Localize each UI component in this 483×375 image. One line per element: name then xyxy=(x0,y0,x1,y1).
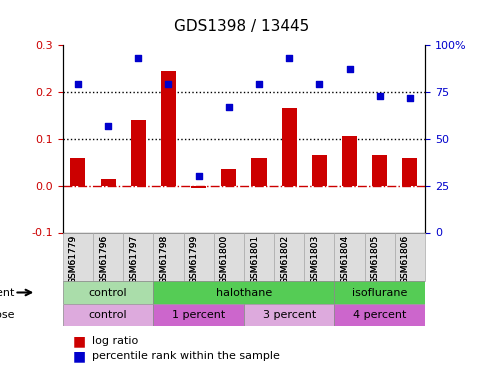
Text: GSM61802: GSM61802 xyxy=(280,235,289,284)
Bar xyxy=(312,155,327,186)
Point xyxy=(74,81,82,87)
FancyBboxPatch shape xyxy=(93,232,123,281)
Bar xyxy=(335,281,425,304)
Bar xyxy=(342,136,357,186)
Bar xyxy=(63,281,154,304)
Bar xyxy=(131,120,146,186)
Text: GSM61798: GSM61798 xyxy=(159,235,169,284)
Text: GSM61806: GSM61806 xyxy=(401,235,410,284)
Bar xyxy=(335,304,425,326)
Text: dose: dose xyxy=(0,310,14,320)
FancyBboxPatch shape xyxy=(213,232,244,281)
Bar xyxy=(372,155,387,186)
Point xyxy=(165,81,172,87)
Bar xyxy=(71,158,85,186)
Text: GSM61779: GSM61779 xyxy=(69,235,78,284)
FancyBboxPatch shape xyxy=(123,232,154,281)
Text: agent: agent xyxy=(0,288,14,297)
Text: control: control xyxy=(89,288,128,297)
Bar xyxy=(154,304,244,326)
Bar xyxy=(244,304,334,326)
Text: GSM61801: GSM61801 xyxy=(250,235,259,284)
Point xyxy=(406,94,414,100)
FancyBboxPatch shape xyxy=(365,232,395,281)
Point xyxy=(104,123,112,129)
Text: GSM61805: GSM61805 xyxy=(371,235,380,284)
Bar xyxy=(191,186,206,188)
Bar xyxy=(402,158,417,186)
Text: GDS1398 / 13445: GDS1398 / 13445 xyxy=(174,19,309,34)
Text: percentile rank within the sample: percentile rank within the sample xyxy=(92,351,280,361)
Point xyxy=(134,55,142,61)
Text: GSM61797: GSM61797 xyxy=(129,235,138,284)
FancyBboxPatch shape xyxy=(244,232,274,281)
Point xyxy=(315,81,323,87)
Text: GSM61803: GSM61803 xyxy=(311,235,319,284)
Text: log ratio: log ratio xyxy=(92,336,138,346)
Point xyxy=(285,55,293,61)
Text: GSM61804: GSM61804 xyxy=(341,235,350,284)
Text: GSM61802: GSM61802 xyxy=(280,235,289,284)
Text: GSM61800: GSM61800 xyxy=(220,235,229,284)
Text: 1 percent: 1 percent xyxy=(172,310,225,320)
Text: GSM61801: GSM61801 xyxy=(250,235,259,284)
Text: GSM61779: GSM61779 xyxy=(69,235,78,284)
Point xyxy=(346,66,354,72)
Bar xyxy=(63,304,154,326)
Text: GSM61803: GSM61803 xyxy=(311,235,319,284)
Text: ■: ■ xyxy=(72,334,85,348)
FancyBboxPatch shape xyxy=(334,232,365,281)
Text: GSM61798: GSM61798 xyxy=(159,235,169,284)
Text: halothane: halothane xyxy=(216,288,272,297)
Bar xyxy=(282,108,297,186)
FancyBboxPatch shape xyxy=(304,232,334,281)
Text: isoflurane: isoflurane xyxy=(352,288,408,297)
Text: GSM61799: GSM61799 xyxy=(190,235,199,284)
Bar xyxy=(154,281,334,304)
Text: GSM61797: GSM61797 xyxy=(129,235,138,284)
Point xyxy=(255,81,263,87)
FancyBboxPatch shape xyxy=(63,232,93,281)
Bar xyxy=(221,169,236,186)
Point xyxy=(195,173,202,179)
Text: control: control xyxy=(89,310,128,320)
Point xyxy=(376,93,384,99)
Text: ■: ■ xyxy=(72,349,85,363)
FancyBboxPatch shape xyxy=(395,232,425,281)
Bar xyxy=(161,71,176,186)
Bar xyxy=(100,178,115,186)
FancyBboxPatch shape xyxy=(154,232,184,281)
Text: GSM61804: GSM61804 xyxy=(341,235,350,284)
Text: GSM61796: GSM61796 xyxy=(99,235,108,284)
Text: 4 percent: 4 percent xyxy=(353,310,407,320)
Text: GSM61805: GSM61805 xyxy=(371,235,380,284)
Point xyxy=(225,104,233,110)
Text: 3 percent: 3 percent xyxy=(263,310,316,320)
Bar xyxy=(252,158,267,186)
Text: GSM61796: GSM61796 xyxy=(99,235,108,284)
Text: GSM61799: GSM61799 xyxy=(190,235,199,284)
FancyBboxPatch shape xyxy=(274,232,304,281)
Text: GSM61806: GSM61806 xyxy=(401,235,410,284)
FancyBboxPatch shape xyxy=(184,232,213,281)
Text: GSM61800: GSM61800 xyxy=(220,235,229,284)
